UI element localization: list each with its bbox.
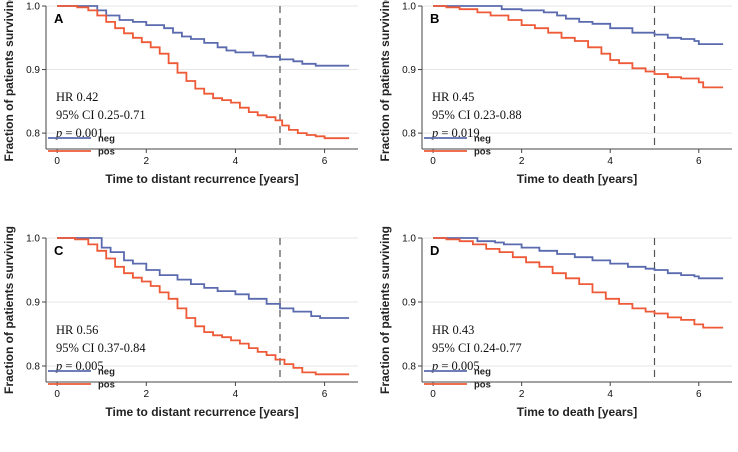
confidence-interval: 95% CI 0.37-0.84 xyxy=(56,341,146,355)
x-tick-label: 2 xyxy=(519,389,525,400)
x-tick-label: 4 xyxy=(607,156,613,167)
y-axis-label: Fraction of patients surviving xyxy=(378,0,392,162)
y-axis-label: Fraction of patients surviving xyxy=(378,226,392,394)
x-tick-label: 6 xyxy=(696,389,702,400)
y-axis-label: Fraction of patients surviving xyxy=(2,226,16,394)
x-tick-label: 6 xyxy=(322,389,328,400)
p-value: = 0.005 xyxy=(438,359,479,373)
survival-curve-neg xyxy=(57,237,350,319)
survival-curve-neg xyxy=(433,237,724,280)
x-axis-label: Time to distant recurrence [years] xyxy=(105,405,298,419)
legend-label-neg: neg xyxy=(474,134,491,145)
x-tick-label: 4 xyxy=(607,389,613,400)
panel-letter: A xyxy=(54,11,64,26)
legend-label-pos: pos xyxy=(474,147,491,158)
panel-d: 0.8 0.9 1.0 0 2 4 6 Time to death [years] Fracti… xyxy=(378,226,732,419)
p-value-line: p = 0.005 xyxy=(55,359,104,373)
legend-label-pos: pos xyxy=(98,380,115,391)
y-tick-label: 0.9 xyxy=(26,65,40,76)
survival-curve-pos xyxy=(57,5,350,140)
confidence-interval: 95% CI 0.24-0.77 xyxy=(432,341,522,355)
confidence-interval: 95% CI 0.25-0.71 xyxy=(56,108,146,122)
p-value-line: p = 0.001 xyxy=(55,126,104,140)
x-tick-label: 0 xyxy=(54,156,60,167)
x-tick-label: 0 xyxy=(430,389,436,400)
p-value-line: p = 0.019 xyxy=(431,126,480,140)
hazard-ratio: HR 0.45 xyxy=(432,90,474,104)
x-tick-label: 4 xyxy=(233,156,239,167)
p-symbol: p xyxy=(431,126,438,140)
p-value: = 0.019 xyxy=(438,126,479,140)
y-tick-label: 1.0 xyxy=(402,234,416,245)
x-axis-label: Time to distant recurrence [years] xyxy=(105,172,298,186)
y-tick-label: 1.0 xyxy=(402,2,416,13)
confidence-interval: 95% CI 0.23-0.88 xyxy=(432,108,522,122)
y-tick-label: 0.9 xyxy=(26,298,40,309)
legend-label-neg: neg xyxy=(98,134,115,145)
survival-curve-pos xyxy=(433,237,724,329)
x-tick-label: 6 xyxy=(322,156,328,167)
p-value: = 0.001 xyxy=(62,126,103,140)
legend-label-pos: pos xyxy=(98,147,115,158)
y-tick-label: 0.8 xyxy=(402,129,416,140)
p-symbol: p xyxy=(55,126,62,140)
p-value-line: p = 0.005 xyxy=(431,359,480,373)
hazard-ratio: HR 0.56 xyxy=(56,323,98,337)
survival-curve-neg xyxy=(57,5,350,67)
panel-letter: B xyxy=(430,11,439,26)
survival-curve-pos xyxy=(57,237,350,376)
y-tick-label: 0.9 xyxy=(402,298,416,309)
hazard-ratio: HR 0.42 xyxy=(56,90,98,104)
panel-c: 0.8 0.9 1.0 0 2 4 6 Time to distant recurrence … xyxy=(2,226,358,419)
legend-label-neg: neg xyxy=(474,367,491,378)
hazard-ratio: HR 0.43 xyxy=(432,323,474,337)
legend-label-pos: pos xyxy=(474,380,491,391)
x-tick-label: 2 xyxy=(144,389,150,400)
panel-a: 0.8 0.9 1.0 0 2 4 6 Time to distant recurrence … xyxy=(2,0,358,186)
x-tick-label: 0 xyxy=(430,156,436,167)
y-tick-label: 0.9 xyxy=(402,65,416,76)
y-tick-label: 1.0 xyxy=(26,2,40,13)
p-symbol: p xyxy=(55,359,62,373)
y-tick-label: 0.8 xyxy=(26,129,40,140)
y-tick-label: 0.8 xyxy=(26,362,40,373)
y-tick-label: 1.0 xyxy=(26,234,40,245)
legend-label-neg: neg xyxy=(98,367,115,378)
x-tick-label: 0 xyxy=(54,389,60,400)
x-tick-label: 4 xyxy=(233,389,239,400)
panel-letter: D xyxy=(430,243,439,258)
survival-curve-pos xyxy=(433,5,724,89)
x-axis-label: Time to death [years] xyxy=(517,172,637,186)
y-tick-label: 0.8 xyxy=(402,362,416,373)
x-axis-label: Time to death [years] xyxy=(517,405,637,419)
p-symbol: p xyxy=(431,359,438,373)
x-tick-label: 2 xyxy=(519,156,525,167)
p-value: = 0.005 xyxy=(62,359,103,373)
x-tick-label: 2 xyxy=(144,156,150,167)
panel-letter: C xyxy=(54,243,64,258)
panel-b: 0.8 0.9 1.0 0 2 4 6 Time to death [years] Fracti… xyxy=(378,0,732,186)
survival-curve-neg xyxy=(433,5,724,45)
y-axis-label: Fraction of patients surviving xyxy=(2,0,16,162)
x-tick-label: 6 xyxy=(696,156,702,167)
